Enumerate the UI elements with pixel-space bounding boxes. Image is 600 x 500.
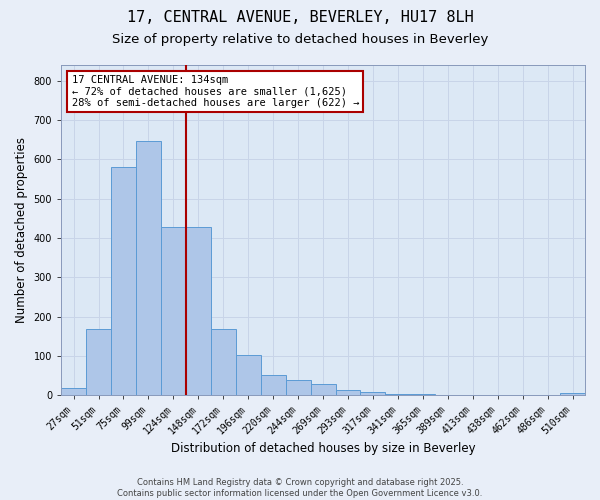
Bar	[385, 394, 410, 396]
Text: 17 CENTRAL AVENUE: 134sqm
← 72% of detached houses are smaller (1,625)
28% of se: 17 CENTRAL AVENUE: 134sqm ← 72% of detac…	[71, 75, 359, 108]
Bar	[335, 390, 361, 396]
Bar	[311, 384, 335, 396]
X-axis label: Distribution of detached houses by size in Beverley: Distribution of detached houses by size …	[171, 442, 475, 455]
Text: Contains HM Land Registry data © Crown copyright and database right 2025.
Contai: Contains HM Land Registry data © Crown c…	[118, 478, 482, 498]
Text: Size of property relative to detached houses in Beverley: Size of property relative to detached ho…	[112, 32, 488, 46]
Bar	[410, 394, 436, 396]
Bar	[361, 392, 385, 396]
Bar	[161, 227, 186, 396]
Bar	[211, 328, 236, 396]
Bar	[236, 355, 260, 396]
Bar	[260, 374, 286, 396]
Bar	[86, 330, 111, 396]
Bar	[286, 380, 311, 396]
Bar	[560, 394, 585, 396]
Bar	[186, 227, 211, 396]
Bar	[136, 140, 161, 396]
Y-axis label: Number of detached properties: Number of detached properties	[15, 137, 28, 323]
Text: 17, CENTRAL AVENUE, BEVERLEY, HU17 8LH: 17, CENTRAL AVENUE, BEVERLEY, HU17 8LH	[127, 10, 473, 25]
Bar	[61, 388, 86, 396]
Bar	[111, 168, 136, 396]
